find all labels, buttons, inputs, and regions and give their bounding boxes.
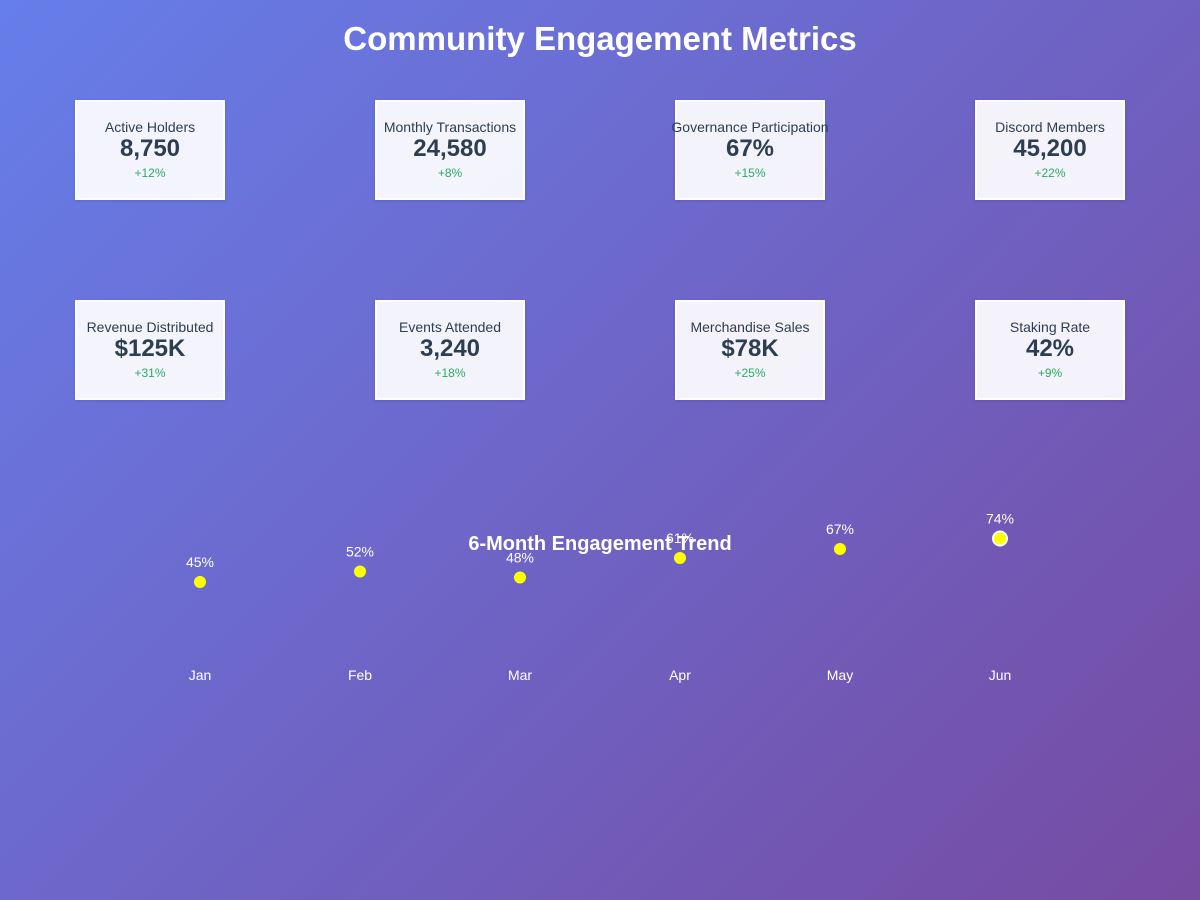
metric-card-events-attended: Events Attended 3,240 +18% (375, 300, 525, 400)
data-point-apr (674, 552, 686, 564)
metric-value: 24,580 (413, 135, 487, 162)
metric-label: Merchandise Sales (690, 319, 810, 335)
data-point-jun (992, 530, 1008, 547)
metric-value: $78K (721, 335, 779, 362)
metric-change: +15% (734, 166, 766, 180)
data-point-may (834, 543, 846, 555)
metric-label: Monthly Transactions (383, 119, 517, 135)
metric-card-staking-rate: Staking Rate 42% +9% (975, 300, 1125, 400)
metric-value: 67% (725, 135, 775, 162)
data-point-mar (514, 571, 526, 584)
metric-label: Staking Rate (1009, 319, 1091, 335)
metric-label: Revenue Distributed (86, 319, 214, 335)
value-label-apr: 61% (666, 530, 694, 546)
metric-card-discord-members: Discord Members 45,200 +22% (975, 100, 1125, 200)
metric-value: 42% (1025, 335, 1075, 362)
metric-card-monthly-transactions: Monthly Transactions 24,580 +8% (375, 100, 525, 200)
metric-change: +8% (437, 166, 463, 180)
metric-value: 3,240 (419, 335, 481, 362)
x-tick-label-apr: Apr (669, 667, 691, 683)
x-tick-label-jan: Jan (189, 667, 212, 683)
metric-label: Governance Participation (671, 119, 829, 135)
value-label-jun: 74% (986, 511, 1014, 527)
metric-change: +31% (134, 366, 166, 380)
data-point-feb (354, 565, 366, 578)
metric-change: +22% (1034, 166, 1066, 180)
x-tick-label-may: May (827, 667, 853, 683)
metric-change: +18% (434, 366, 466, 380)
value-label-feb: 52% (346, 544, 374, 560)
x-tick-label-jun: Jun (989, 667, 1012, 683)
x-tick-label-mar: Mar (508, 667, 532, 683)
metric-value: $125K (114, 335, 186, 362)
metric-value: 45,200 (1013, 135, 1087, 162)
metric-label: Active Holders (104, 119, 196, 135)
metric-change: +12% (134, 166, 166, 180)
value-label-mar: 48% (506, 550, 534, 566)
page-title: Community Engagement Metrics (343, 20, 857, 57)
value-label-jan: 45% (186, 554, 214, 570)
x-tick-label-feb: Feb (348, 667, 372, 683)
value-label-may: 67% (826, 521, 854, 537)
metric-label: Discord Members (995, 119, 1105, 135)
metric-card-merchandise-sales: Merchandise Sales $78K +25% (675, 300, 825, 400)
metric-card-revenue-distributed: Revenue Distributed $125K +31% (75, 300, 225, 400)
metric-change: +25% (734, 366, 766, 380)
chart-title: 6-Month Engagement Trend (468, 533, 731, 555)
metric-value: 8,750 (119, 135, 181, 162)
metric-label: Events Attended (399, 319, 501, 335)
metric-change: +9% (1037, 366, 1063, 380)
data-point-jan (194, 576, 206, 588)
trend-points-group: 45% Jan 52% Feb 48% Mar 61% Apr 67% May 74% Jun (186, 511, 1014, 684)
metric-card-governance-participation: Governance Participation 67% +15% (671, 100, 829, 200)
metric-card-active-holders: Active Holders 8,750 +12% (75, 100, 225, 200)
